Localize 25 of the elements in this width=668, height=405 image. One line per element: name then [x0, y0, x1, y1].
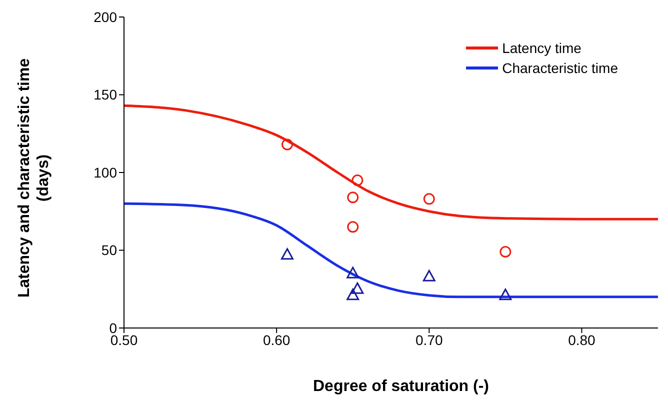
y-tick-label: 200 [94, 8, 118, 25]
point [347, 192, 359, 204]
line-series [124, 104, 658, 220]
x-tick-label: 0.60 [262, 332, 290, 348]
y-tick-label: 100 [94, 164, 118, 180]
legend-label: Characteristic time [502, 60, 618, 76]
y-axis-title: Latency and characteristic time (days) [16, 58, 52, 298]
point [499, 288, 512, 300]
point [423, 193, 435, 205]
point [346, 266, 360, 278]
y-tick-label: 0 [109, 320, 118, 336]
x-tick-label: 0.70 [416, 332, 443, 348]
point [282, 138, 293, 150]
y-tick-label: 150 [94, 86, 118, 103]
point [346, 288, 360, 300]
y-tick-label: 50 [101, 242, 118, 258]
x-tick-label: 0.80 [568, 332, 596, 348]
point [500, 246, 512, 258]
legend-label: Latency time [502, 40, 582, 56]
point [281, 248, 294, 260]
point [347, 221, 359, 233]
point [352, 174, 364, 186]
x-axis-title: Degree of saturation (-) [312, 378, 490, 396]
point [351, 282, 364, 294]
point [422, 270, 436, 282]
